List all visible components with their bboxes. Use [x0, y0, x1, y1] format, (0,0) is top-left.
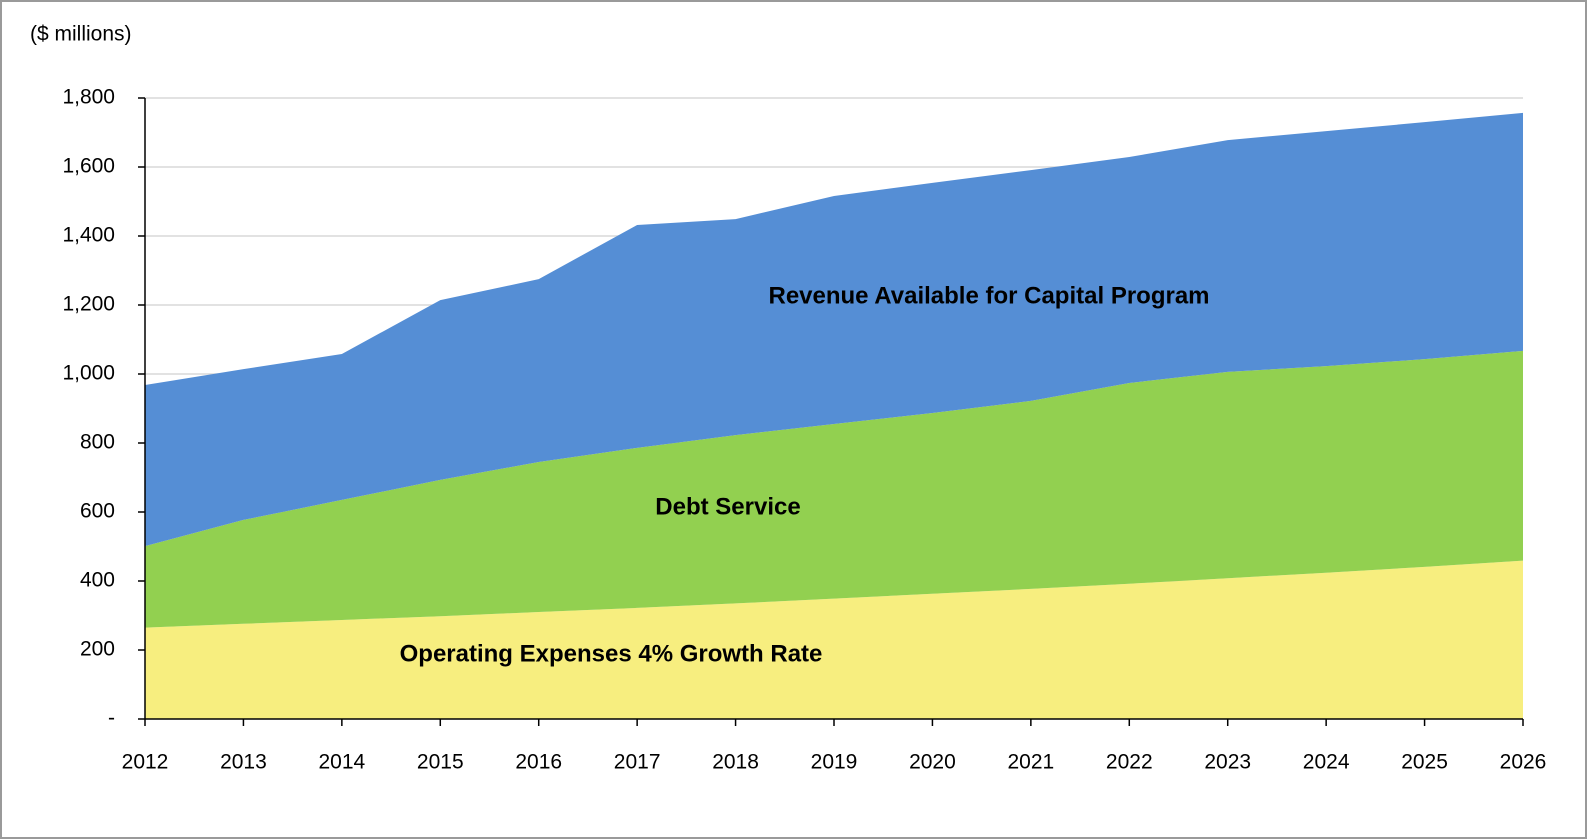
x-tick-label: 2012 [122, 751, 169, 774]
x-tick-label: 2013 [220, 751, 267, 774]
y-tick-label: 1,800 [62, 86, 115, 109]
x-tick-label: 2014 [318, 751, 365, 774]
y-tick-label: 800 [80, 431, 115, 454]
x-tick-label: 2025 [1401, 751, 1448, 774]
x-tick-label: 2016 [515, 751, 562, 774]
x-tick-label: 2024 [1303, 751, 1350, 774]
y-tick-label: 1,200 [62, 293, 115, 316]
area [145, 112, 1523, 547]
x-tick-label: 2015 [417, 751, 464, 774]
series-label: Debt Service [655, 493, 800, 520]
y-tick-label: 600 [80, 500, 115, 523]
x-tick-label: 2020 [909, 751, 956, 774]
area [145, 560, 1523, 719]
x-tick-label: 2017 [614, 751, 661, 774]
y-tick-label: 1,600 [62, 155, 115, 178]
y-tick-label: 1,400 [62, 224, 115, 247]
x-tick-label: 2019 [811, 751, 858, 774]
x-tick-label: 2018 [712, 751, 759, 774]
y-axis-label: ($ millions) [30, 23, 132, 46]
x-tick-label: 2021 [1007, 751, 1054, 774]
area [145, 350, 1523, 628]
y-tick-label: - [108, 707, 115, 730]
y-tick-label: 1,000 [62, 362, 115, 385]
series-label: Operating Expenses 4% Growth Rate [400, 640, 823, 667]
y-tick-label: 400 [80, 569, 115, 592]
x-tick-label: 2023 [1204, 751, 1251, 774]
x-tick-label: 2026 [1500, 751, 1547, 774]
series-label: Revenue Available for Capital Program [768, 282, 1209, 309]
y-tick-label: 200 [80, 638, 115, 661]
x-tick-label: 2022 [1106, 751, 1153, 774]
